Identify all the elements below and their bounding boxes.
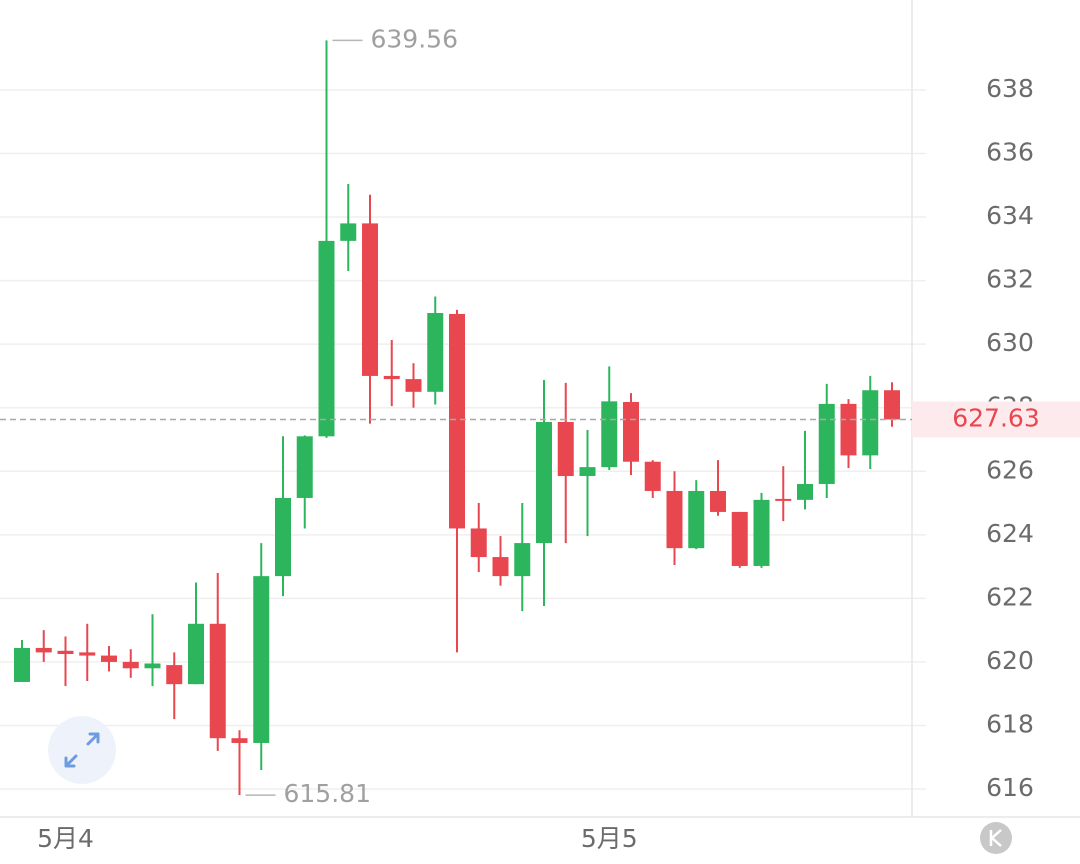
- high-marker-label: 639.56: [371, 24, 458, 53]
- k-button[interactable]: [980, 822, 1012, 854]
- candle-body: [57, 650, 74, 654]
- candle-body: [753, 499, 770, 566]
- candle-body: [818, 403, 835, 484]
- candle-body: [362, 223, 378, 376]
- candle-body: [449, 313, 465, 529]
- candle-body: [731, 511, 748, 566]
- candle-body: [35, 647, 52, 653]
- candle-body: [666, 490, 683, 549]
- candle-body: [166, 665, 183, 685]
- y-tick-label: 616: [986, 773, 1034, 802]
- candle-body: [470, 528, 487, 558]
- candle-body: [427, 313, 444, 392]
- y-tick-label: 630: [986, 328, 1034, 357]
- k-icon[interactable]: [989, 829, 1002, 847]
- x-tick-label: 5月4: [37, 824, 94, 853]
- expand-icon[interactable]: [64, 732, 100, 768]
- candle-body: [79, 652, 96, 656]
- y-tick-label: 622: [986, 582, 1034, 611]
- candle-body: [775, 498, 792, 501]
- expand-button-bg[interactable]: [48, 716, 116, 784]
- candle-body: [557, 422, 574, 477]
- candle-body: [14, 647, 30, 682]
- y-tick-label: 624: [986, 519, 1034, 548]
- last-price-tag: [912, 401, 1080, 438]
- candle-body: [514, 543, 531, 577]
- y-tick-label: 620: [986, 646, 1034, 675]
- candle-body: [231, 738, 248, 743]
- candle-body: [296, 436, 313, 498]
- candle-body: [101, 655, 117, 662]
- candle-body: [383, 375, 400, 380]
- candle-body: [884, 390, 900, 420]
- candle-body: [710, 490, 726, 512]
- y-tick-label: 632: [986, 265, 1034, 294]
- candle-body: [492, 557, 509, 577]
- candle-body: [122, 661, 139, 669]
- candle-body: [840, 403, 857, 456]
- y-tick-label: 636: [986, 137, 1034, 166]
- y-tick-label: 638: [986, 74, 1034, 103]
- y-tick-label: 626: [986, 455, 1034, 484]
- candle-body: [623, 401, 639, 462]
- x-tick-label: 5月5: [581, 824, 638, 853]
- candle-body: [209, 623, 226, 739]
- candle-body: [644, 461, 661, 491]
- candle-body: [579, 467, 596, 477]
- y-tick-label: 634: [986, 201, 1034, 230]
- candle-body: [601, 401, 618, 468]
- candle-body: [144, 663, 161, 669]
- candle-body: [340, 223, 357, 241]
- candle-body: [688, 490, 705, 549]
- candle-body: [862, 390, 879, 456]
- k-button-bg[interactable]: [980, 822, 1012, 854]
- candle-body: [405, 379, 422, 392]
- candle-body: [797, 483, 813, 500]
- expand-button[interactable]: [48, 716, 116, 784]
- candle-body: [253, 576, 270, 743]
- low-marker-label: 615.81: [284, 779, 371, 808]
- candle-body: [536, 422, 552, 544]
- candle-body: [188, 623, 204, 685]
- candle-body: [318, 240, 335, 437]
- candle-body: [275, 497, 291, 577]
- last-price-label: 627.63: [952, 403, 1039, 432]
- y-tick-label: 618: [986, 709, 1034, 738]
